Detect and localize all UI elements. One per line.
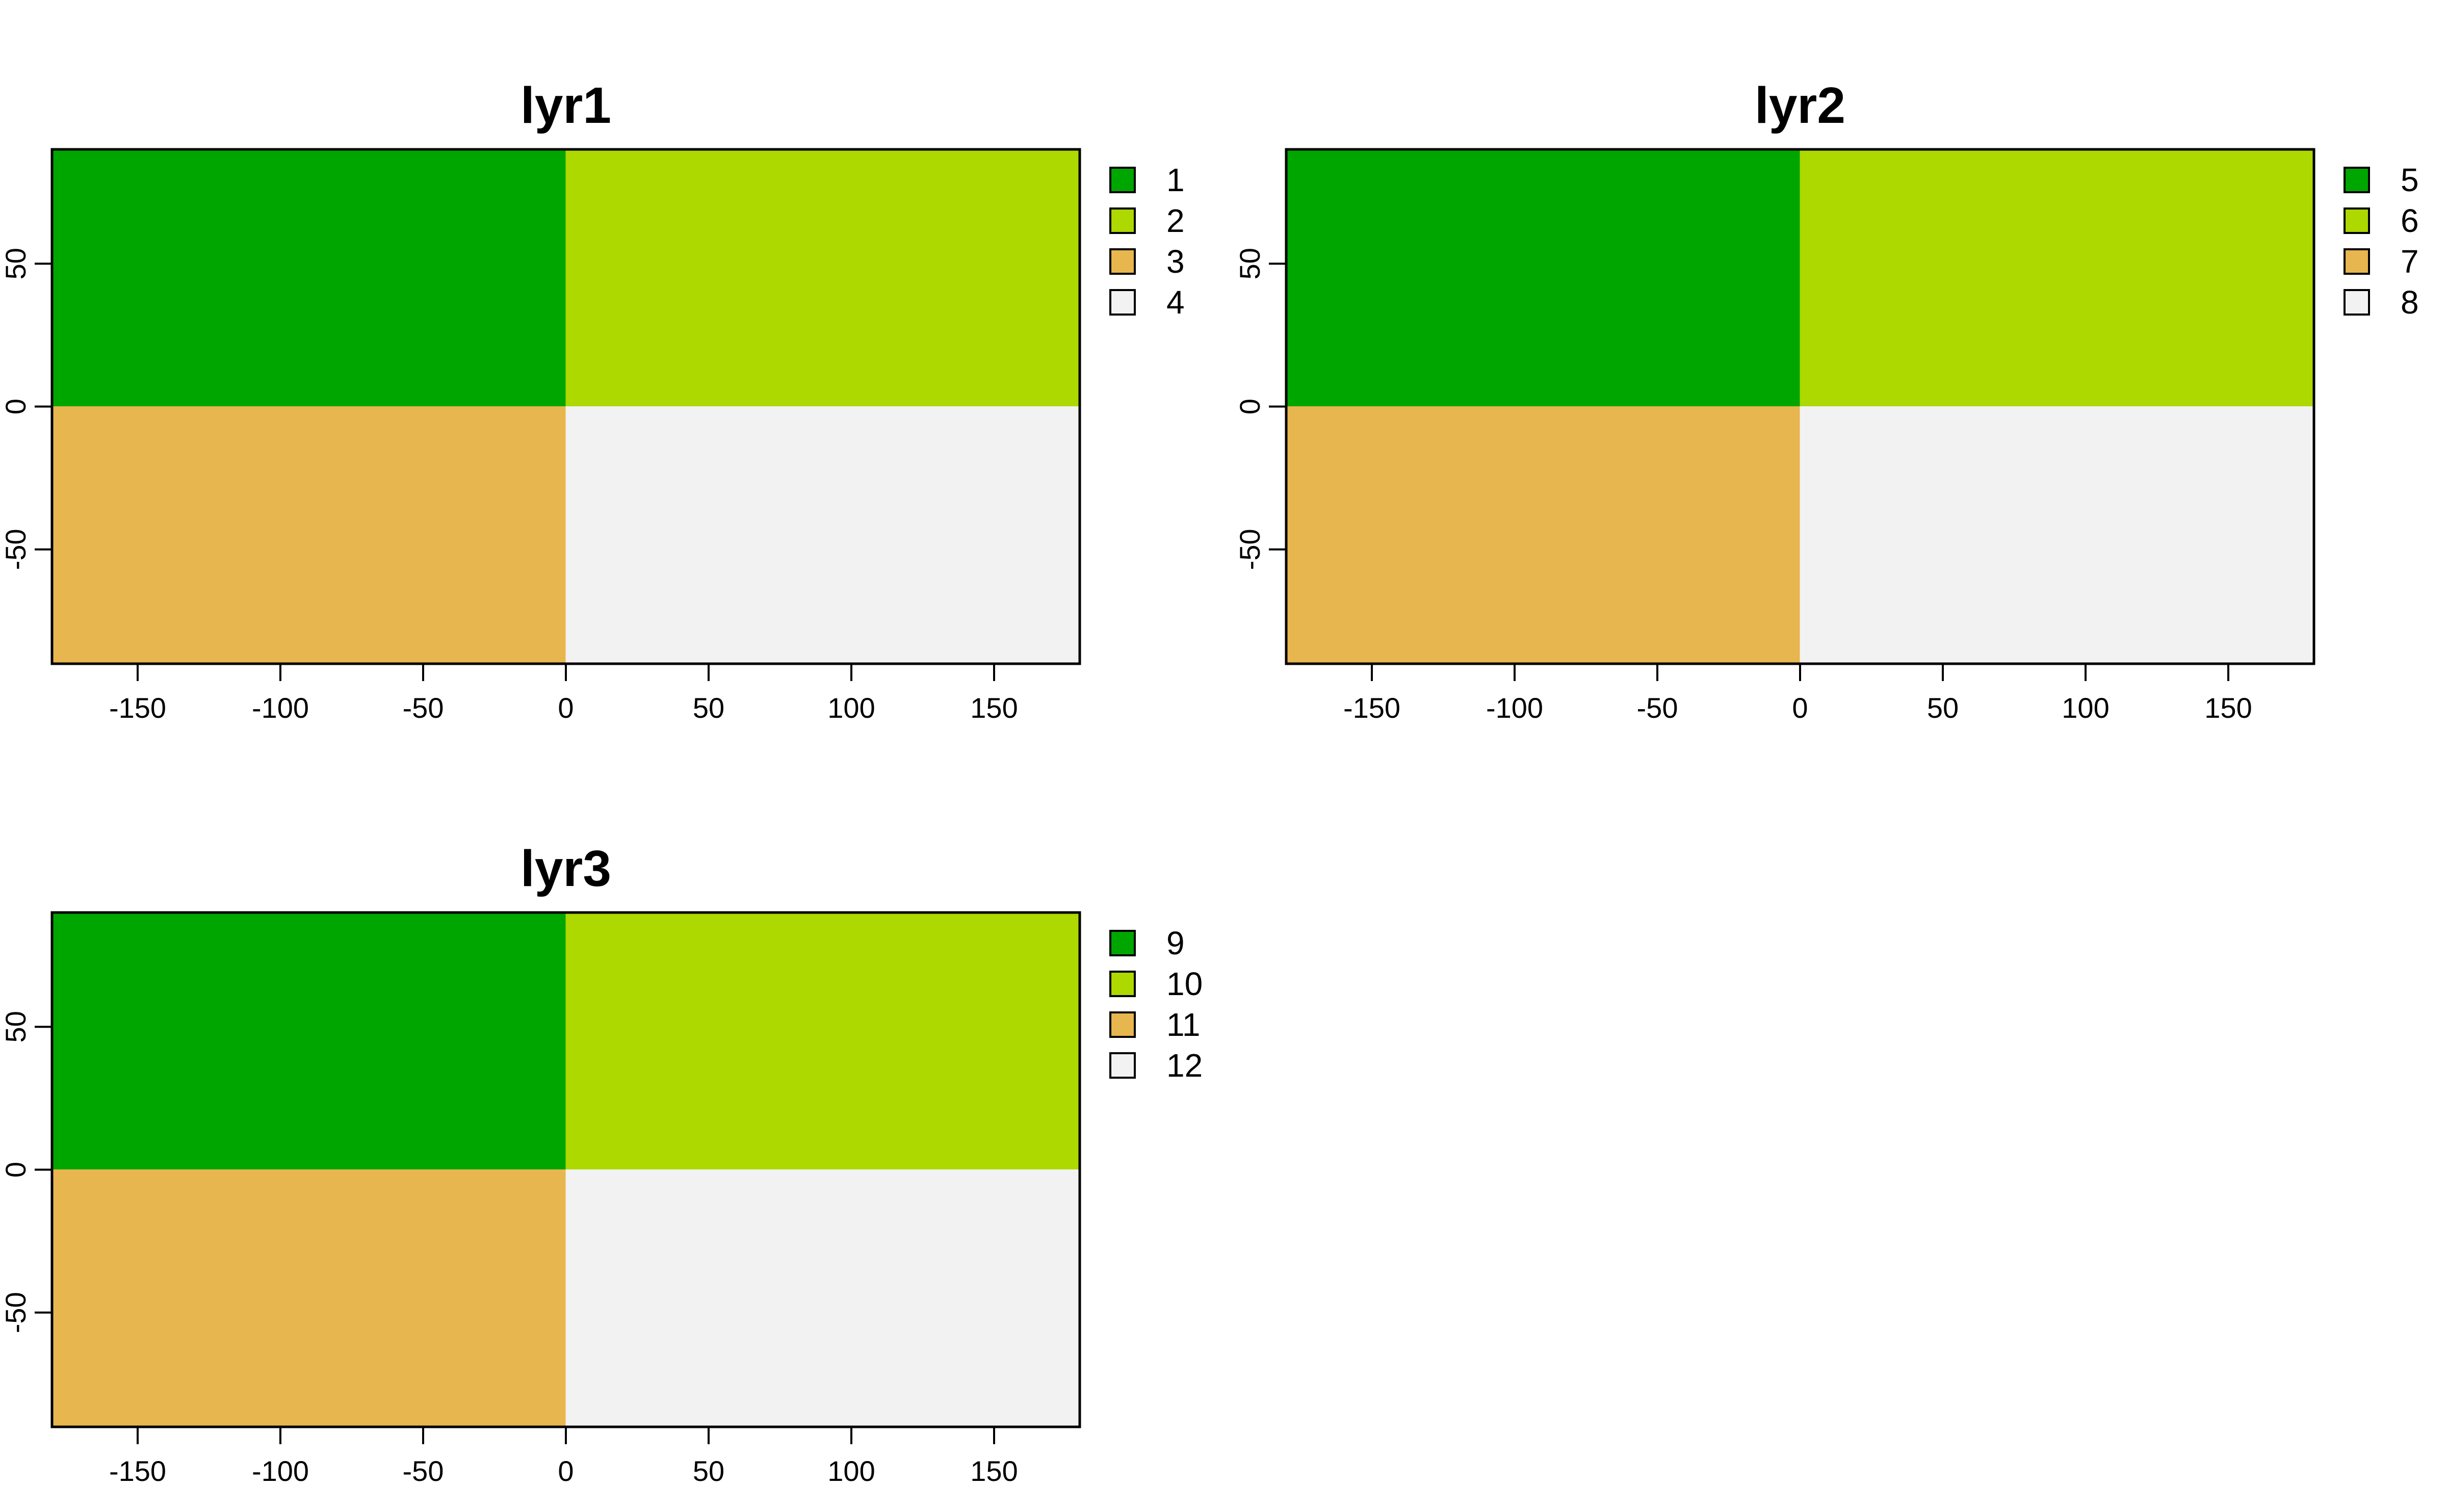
- y-tick-label: -50: [0, 1292, 32, 1333]
- x-tick-label: 150: [2204, 692, 2252, 724]
- legend-label: 8: [2401, 284, 2419, 321]
- y-tick-label: 50: [0, 1011, 32, 1042]
- raster-cell-12: [565, 1169, 1080, 1427]
- x-tick-label: 50: [693, 692, 724, 724]
- legend-swatch: [2344, 248, 2370, 275]
- panels-container: lyr1-150 -100 -50 0 50 100 150-500501234lyr2-1…: [0, 77, 2419, 1487]
- x-tick-label: 0: [558, 692, 574, 724]
- legend-swatch: [1109, 930, 1136, 956]
- x-tick-label: 100: [827, 692, 875, 724]
- x-tick-label: -50: [1637, 692, 1678, 724]
- legend-swatch: [1109, 971, 1136, 997]
- legend-swatch: [1109, 207, 1136, 234]
- x-tick-label: -100: [252, 1455, 309, 1487]
- x-tick-label: 50: [1927, 692, 1959, 724]
- legend-swatch: [2344, 289, 2370, 316]
- raster-cell-1: [51, 149, 566, 407]
- layer-panel-1: lyr1 -150 -100 -50 0 50 100 150 -50 0 50 1 2 3 4: [0, 77, 1185, 724]
- x-tick-label: 150: [970, 1455, 1018, 1487]
- legend-label: 11: [1166, 1006, 1200, 1043]
- x-tick-label: -150: [109, 692, 166, 724]
- x-tick-label: 100: [827, 1455, 875, 1487]
- raster-cell-11: [51, 1169, 566, 1427]
- x-tick-label: 100: [2062, 692, 2109, 724]
- y-tick-label: 0: [1234, 399, 1266, 414]
- legend-label: 5: [2401, 162, 2419, 198]
- y-tick-label: 50: [1234, 248, 1266, 279]
- legend-swatch: [1109, 1011, 1136, 1038]
- y-tick-label: -50: [1234, 529, 1266, 570]
- legend-swatch: [2344, 207, 2370, 234]
- x-tick-label: -150: [1343, 692, 1400, 724]
- raster-cell-4: [565, 406, 1080, 664]
- x-tick-label: 0: [1792, 692, 1808, 724]
- y-tick-label: -50: [0, 529, 32, 570]
- legend-swatch: [1109, 289, 1136, 316]
- y-tick-label: 0: [0, 1162, 32, 1178]
- raster-cell-2: [565, 149, 1080, 407]
- raster-cell-8: [1800, 406, 2314, 664]
- legend-swatch: [1109, 248, 1136, 275]
- x-tick-label: 150: [970, 692, 1018, 724]
- raster-cell-5: [1286, 149, 1801, 407]
- x-tick-label: -150: [109, 1455, 166, 1487]
- legend-swatch: [2344, 167, 2370, 193]
- panel-title: lyr1: [520, 77, 611, 134]
- raster-cell-7: [1286, 406, 1801, 664]
- raster-cell-3: [51, 406, 566, 664]
- x-tick-label: 0: [558, 1455, 574, 1487]
- x-tick-label: -100: [252, 692, 309, 724]
- legend-label: 3: [1166, 243, 1185, 280]
- legend-label: 9: [1166, 925, 1185, 961]
- legend-label: 7: [2401, 243, 2419, 280]
- legend-label: 1: [1166, 162, 1185, 198]
- legend-label: 6: [2401, 202, 2419, 239]
- y-tick-label: 0: [0, 399, 32, 414]
- x-tick-label: -100: [1486, 692, 1543, 724]
- legend-swatch: [1109, 1052, 1136, 1079]
- legend-swatch: [1109, 167, 1136, 193]
- raster-cell-6: [1800, 149, 2314, 407]
- raster-cell-9: [51, 912, 566, 1170]
- legend-label: 2: [1166, 202, 1185, 239]
- x-tick-label: -50: [403, 692, 444, 724]
- panel-title: lyr2: [1755, 77, 1845, 134]
- legend-label: 12: [1166, 1047, 1203, 1084]
- legend-label: 10: [1166, 966, 1203, 1002]
- x-tick-label: 50: [693, 1455, 724, 1487]
- x-tick-label: -50: [403, 1455, 444, 1487]
- layer-panel-2: lyr2 -150 -100 -50 0 50 100 150 -50 0 50 5 6 7 8: [1234, 77, 2419, 724]
- raster-cell-10: [565, 912, 1080, 1170]
- panel-title: lyr3: [520, 840, 611, 897]
- layer-panel-3: lyr3 -150 -100 -50 0 50 100 150 -50 0 50 9 10 11 12: [0, 840, 1203, 1487]
- y-tick-label: 50: [0, 248, 32, 279]
- legend-label: 4: [1166, 284, 1185, 321]
